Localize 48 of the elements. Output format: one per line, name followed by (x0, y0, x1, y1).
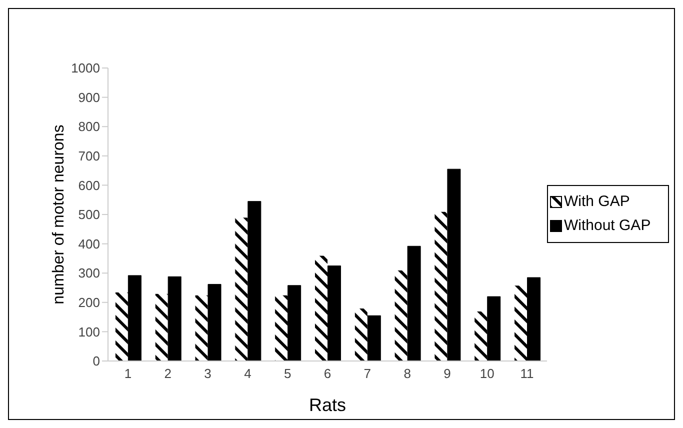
bar (234, 217, 248, 361)
x-tick-label: 8 (404, 366, 411, 382)
x-tick-label: 11 (520, 366, 534, 382)
x-axis-title: Rats (308, 395, 346, 415)
y-tick-label: 700 (78, 148, 100, 164)
x-tick-label: 5 (284, 366, 292, 382)
bar (128, 275, 142, 361)
bar (447, 168, 461, 361)
bar (354, 308, 368, 361)
y-tick-label: 400 (78, 236, 100, 252)
bar (274, 294, 288, 361)
bar (407, 246, 421, 361)
legend-label: With GAP (564, 192, 630, 212)
y-tick-label: 1000 (71, 60, 100, 76)
y-tick-label: 0 (92, 354, 100, 369)
bar (487, 296, 501, 361)
legend-label: Without GAP (564, 216, 651, 236)
bar (114, 292, 128, 361)
y-tick-label: 900 (78, 90, 100, 105)
y-tick-label: 800 (78, 119, 100, 134)
bar (527, 277, 541, 361)
bar (154, 293, 168, 361)
y-tick-label: 600 (78, 178, 100, 193)
bar (314, 255, 328, 361)
y-tick-label: 200 (78, 295, 100, 310)
bar (394, 270, 408, 361)
x-tick-label: 10 (480, 366, 494, 382)
x-tick-label: 7 (364, 366, 372, 382)
bar (168, 276, 182, 361)
bar (367, 315, 381, 361)
bar (248, 201, 262, 361)
x-tick-label: 2 (164, 366, 172, 382)
bar (194, 294, 208, 361)
y-axis-title: number of motor neurons (50, 124, 68, 304)
bar (327, 266, 341, 361)
x-tick-label: 4 (244, 366, 252, 382)
x-tick-label: 3 (204, 366, 212, 382)
bar (288, 285, 302, 361)
y-tick-label: 100 (78, 324, 100, 340)
bar (474, 310, 488, 361)
bar (434, 211, 448, 361)
x-tick-label: 9 (444, 366, 451, 382)
x-tick-label: 1 (124, 366, 132, 382)
bar (514, 285, 528, 361)
y-tick-label: 500 (78, 207, 100, 222)
x-tick-label: 6 (324, 366, 332, 382)
bar (208, 284, 222, 361)
y-tick-label: 300 (78, 266, 100, 281)
